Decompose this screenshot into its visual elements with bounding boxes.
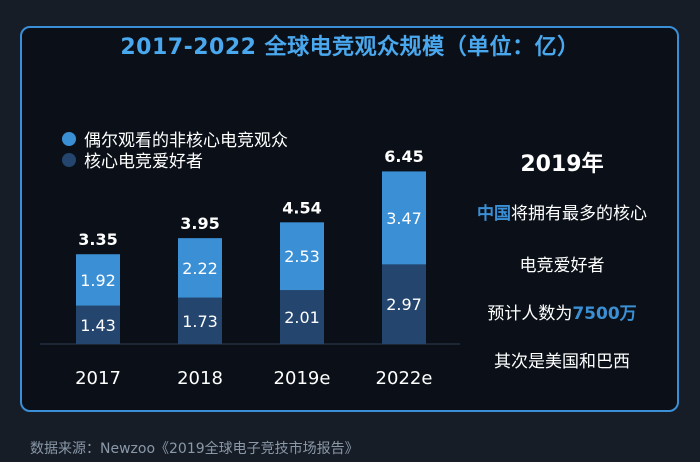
bar-segment bbox=[178, 297, 222, 344]
total-value-label: 3.95 bbox=[180, 214, 219, 233]
x-tick-label: 2019e bbox=[274, 368, 331, 389]
side-line-2: 电竞爱好者 bbox=[519, 256, 605, 276]
chart-title: 2017-2022 全球电竞观众规模（单位：亿） bbox=[120, 35, 580, 60]
bar-segment bbox=[76, 305, 120, 344]
side-line-1: 中国将拥有最多的核心 bbox=[462, 199, 662, 224]
segment-value-label: 2.22 bbox=[182, 259, 218, 278]
side-line-1-text: 将拥有最多的核心 bbox=[511, 204, 647, 224]
legend-label-core: 核心电竞爱好者 bbox=[84, 152, 203, 172]
total-value-label: 4.54 bbox=[282, 198, 321, 217]
segment-value-label: 2.01 bbox=[284, 308, 320, 327]
x-tick-label: 2018 bbox=[177, 368, 223, 389]
segment-value-label: 2.97 bbox=[386, 295, 422, 314]
segment-value-label: 1.92 bbox=[80, 271, 116, 290]
segment-value-label: 3.47 bbox=[386, 209, 422, 228]
legend-label-casual: 偶尔观看的非核心电竞观众 bbox=[84, 131, 288, 151]
x-tick-label: 2022e bbox=[376, 368, 433, 389]
total-value-label: 3.35 bbox=[78, 230, 117, 249]
side-year: 2019年 bbox=[520, 152, 604, 177]
bar-segment bbox=[280, 290, 324, 344]
side-line-3: 预计人数为7500万 bbox=[462, 299, 662, 324]
legend-item-core: 核心电竞爱好者 bbox=[62, 149, 288, 172]
legend: 偶尔观看的非核心电竞观众 核心电竞爱好者 bbox=[62, 128, 288, 172]
chart-panel bbox=[20, 26, 679, 412]
total-value-label: 6.45 bbox=[384, 147, 423, 166]
legend-item-casual: 偶尔观看的非核心电竞观众 bbox=[62, 128, 288, 151]
segment-value-label: 2.53 bbox=[284, 247, 320, 266]
bar-segment bbox=[382, 264, 426, 344]
side-highlight-count: 7500万 bbox=[572, 304, 637, 324]
legend-dot-core bbox=[62, 152, 76, 167]
bar-segment bbox=[382, 171, 426, 265]
segment-value-label: 1.43 bbox=[80, 316, 116, 335]
bar-segment bbox=[76, 254, 120, 306]
segment-value-label: 1.73 bbox=[182, 312, 218, 331]
bar-segment bbox=[280, 222, 324, 291]
legend-dot-casual bbox=[62, 131, 76, 146]
bar-segment bbox=[178, 238, 222, 298]
source-note: 数据来源：Newzoo《2019全球电子竞技市场报告》 bbox=[30, 441, 359, 457]
side-highlight-china: 中国 bbox=[477, 204, 511, 224]
side-line-4: 其次是美国和巴西 bbox=[494, 352, 630, 372]
side-line-3-text: 预计人数为 bbox=[487, 304, 573, 324]
x-tick-label: 2017 bbox=[75, 368, 121, 389]
